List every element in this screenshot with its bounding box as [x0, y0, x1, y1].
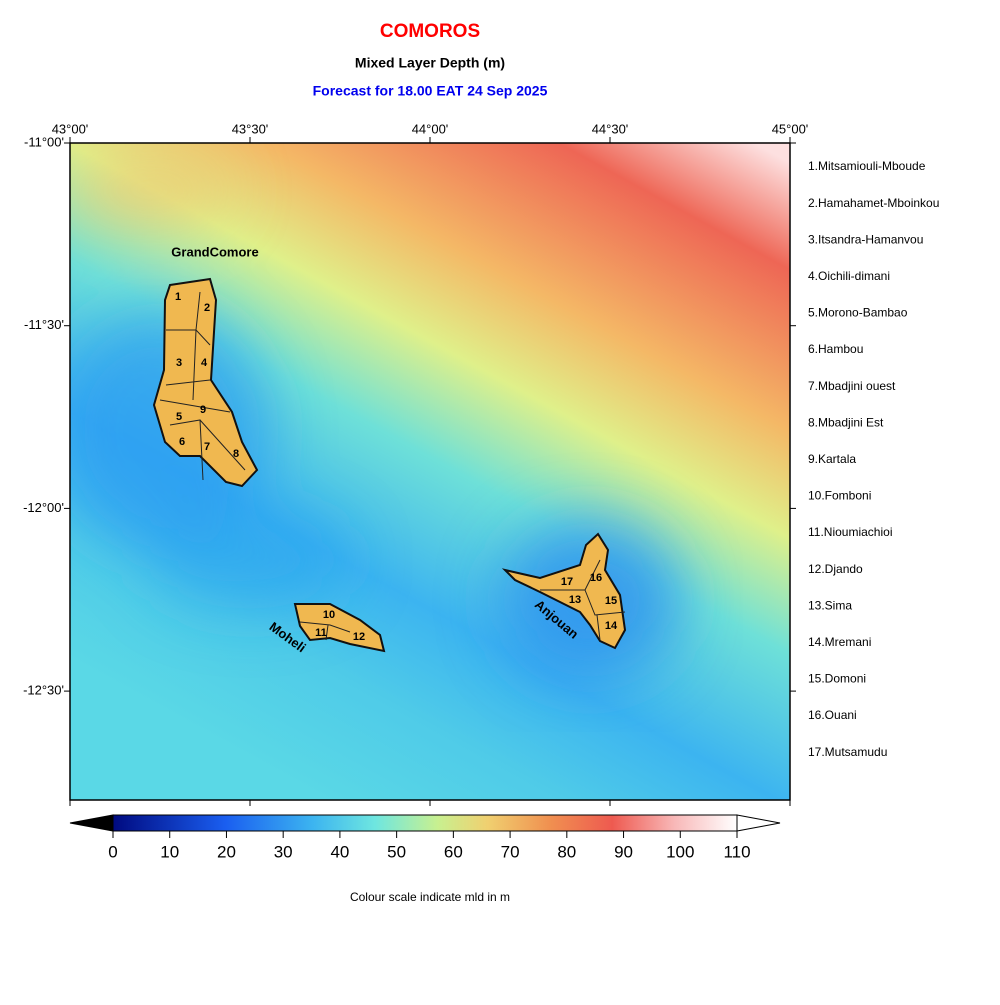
district-number: 1 [175, 291, 181, 303]
title: COMOROS [380, 21, 480, 42]
legend-item: 2.Hamahamet-Mboinkou [808, 196, 939, 210]
district-number: 11 [315, 627, 327, 639]
lat-label: -12°00' [23, 500, 64, 515]
district-number: 13 [569, 594, 581, 606]
legend-item: 11.Nioumiachioi [808, 525, 893, 539]
colorbar-tick-label: 90 [614, 842, 633, 861]
district-number: 16 [590, 572, 602, 584]
colorbar-tick-label: 100 [666, 842, 694, 861]
district-number: 17 [561, 576, 573, 588]
district-number: 6 [179, 436, 185, 448]
legend-item: 3.Itsandra-Hamanvou [808, 232, 923, 246]
district-number: 10 [323, 609, 335, 621]
legend-item: 14.Mremani [808, 635, 871, 649]
lon-label: 45°00' [772, 121, 809, 136]
legend-item: 7.Mbadjini ouest [808, 379, 896, 393]
mld-field [70, 143, 790, 800]
district-number: 15 [605, 595, 617, 607]
colorbar-tick-label: 20 [217, 842, 236, 861]
legend-item: 15.Domoni [808, 672, 866, 686]
lat-label: -12°30' [23, 683, 64, 698]
lon-label: 43°30' [232, 121, 269, 136]
subtitle: Mixed Layer Depth (m) [355, 55, 505, 71]
district-number: 5 [176, 411, 182, 423]
district-number: 2 [204, 302, 210, 314]
colorbar-tick-label: 50 [387, 842, 406, 861]
district-borders [159, 291, 626, 641]
legend-item: 8.Mbadjini Est [808, 415, 884, 429]
colorbar-low-arrow [69, 814, 114, 832]
legend-item: 4.Oichili-dimani [808, 269, 890, 283]
legend-item: 16.Ouani [808, 708, 857, 722]
colorbar-tick-label: 30 [274, 842, 293, 861]
legend-item: 13.Sima [808, 598, 852, 612]
legend-item: 5.Morono-Bambao [808, 306, 908, 320]
legend-item: 6.Hambou [808, 342, 863, 356]
district-number: 9 [200, 404, 206, 416]
colorbar-tick-label: 70 [501, 842, 520, 861]
colorbar-tick-label: 80 [557, 842, 576, 861]
legend-item: 17.Mutsamudu [808, 745, 887, 759]
legend-item: 10.Fomboni [808, 489, 871, 503]
colorbar [69, 814, 781, 832]
colorbar-tick-label: 60 [444, 842, 463, 861]
colorbar-tick-label: 40 [330, 842, 349, 861]
district-number: 14 [605, 620, 618, 632]
colorbar-tick-label: 0 [108, 842, 117, 861]
lon-label: 43°00' [52, 121, 89, 136]
district-number: 8 [233, 448, 239, 460]
district-number: 4 [201, 357, 208, 369]
colorbar-tick-label: 10 [160, 842, 179, 861]
legend-item: 1.Mitsamiouli-Mboude [808, 159, 926, 173]
legend-item: 12.Djando [808, 562, 863, 576]
lat-label: -11°00' [24, 134, 64, 149]
district-number: 7 [204, 441, 210, 453]
lat-label: -11°30' [24, 317, 64, 332]
forecast: Forecast for 18.00 EAT 24 Sep 2025 [313, 83, 548, 99]
district-number: 3 [176, 357, 182, 369]
island-label: GrandComore [171, 244, 258, 259]
lon-label: 44°30' [592, 121, 629, 136]
colorbar-caption: Colour scale indicate mld in m [350, 890, 510, 904]
islands [152, 277, 627, 653]
colorbar-ramp [112, 814, 738, 832]
colorbar-tick-label: 110 [723, 842, 750, 861]
colorbar-high-arrow [736, 814, 781, 832]
district-number: 12 [353, 631, 365, 643]
lon-label: 44°00' [412, 121, 449, 136]
legend-item: 9.Kartala [808, 452, 856, 466]
